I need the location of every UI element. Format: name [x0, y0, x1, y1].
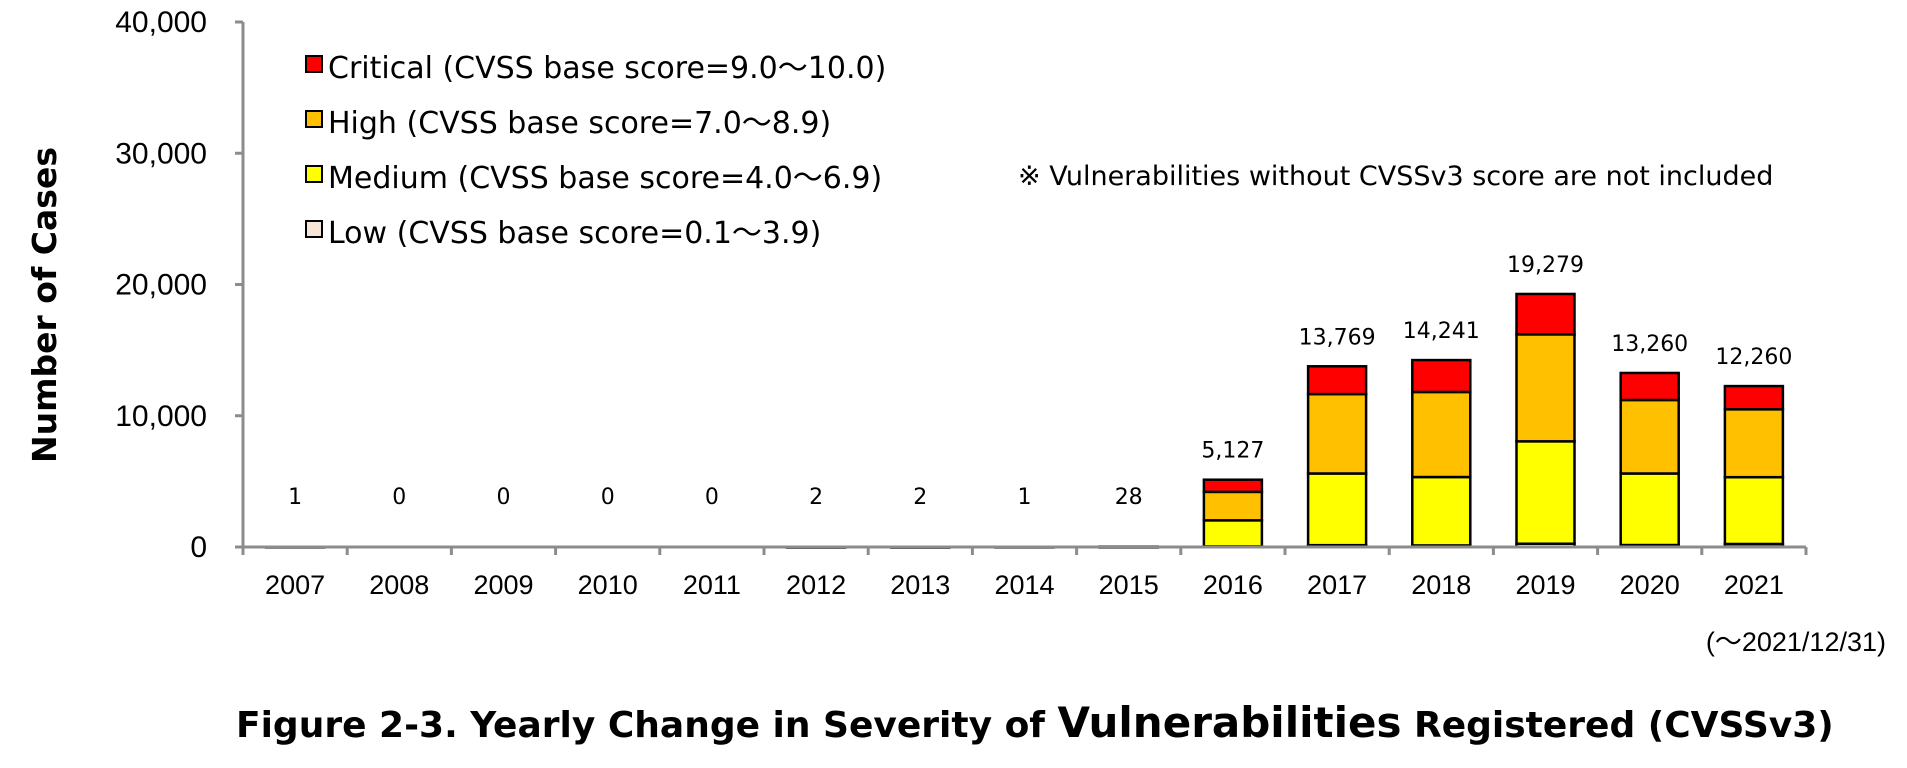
bar-segment-2017-critical	[1306, 365, 1368, 396]
x-tick-label-2008: 2008	[369, 570, 429, 600]
total-label-2012: 2	[809, 485, 823, 510]
total-label-2007: 1	[288, 485, 302, 510]
total-label-2019: 19,279	[1507, 253, 1584, 278]
x-tick-label-2018: 2018	[1411, 570, 1471, 600]
caption-part-1: Figure 2-3. Yearly Change in Severity of	[236, 705, 1058, 746]
x-tick-label-2017: 2017	[1307, 570, 1367, 600]
x-tick-label-2021: 2021	[1724, 570, 1784, 600]
bar-segment-2020-medium	[1619, 472, 1680, 547]
y-tick-label-30000: 30,000	[115, 137, 207, 170]
bar-segment-2018-medium	[1411, 475, 1472, 547]
x-tick-label-2009: 2009	[473, 570, 533, 600]
total-label-2010: 0	[601, 485, 615, 510]
total-label-2021: 12,260	[1715, 345, 1792, 370]
caption-part-2: Vulnerabilities	[1058, 698, 1402, 747]
legend: Critical (CVSS base score=9.0～10.0) High …	[305, 51, 886, 251]
legend-swatch-medium	[305, 165, 323, 183]
total-label-2014: 1	[1018, 485, 1032, 510]
labels-layer: 1 2007 0 2008 0 2009 0 2010 0 2011 2 2012 2 2013 1 2014…	[115, 6, 1792, 600]
y-tick-label-0: 0	[190, 531, 207, 564]
bar-segment-2018-critical	[1411, 358, 1472, 394]
bar-segment-2019-medium	[1515, 440, 1576, 545]
bar-segment-2017-high	[1306, 392, 1368, 475]
legend-swatch-critical	[305, 55, 323, 73]
total-label-2008: 0	[392, 485, 406, 510]
total-label-2013: 2	[913, 485, 927, 510]
bar-segment-2019-critical	[1515, 292, 1576, 336]
bar-segment-2021-high	[1723, 408, 1785, 479]
total-label-2017: 13,769	[1299, 325, 1376, 350]
total-label-2018: 14,241	[1403, 319, 1480, 344]
legend-label-high: High (CVSS base score=7.0～8.9)	[328, 106, 831, 141]
x-tick-label-2012: 2012	[786, 570, 846, 600]
date-range-note: (～2021/12/31)	[1706, 627, 1886, 657]
total-label-2011: 0	[705, 485, 719, 510]
y-axis-label: Number of Cases	[25, 147, 64, 463]
bar-segment-2020-critical	[1619, 371, 1680, 402]
y-tick-label-10000: 10,000	[115, 400, 207, 433]
x-tick-label-2010: 2010	[578, 570, 638, 600]
legend-label-critical: Critical (CVSS base score=9.0～10.0)	[328, 51, 886, 86]
exclusion-note: ※ Vulnerabilities without CVSSv3 score a…	[1018, 161, 1773, 192]
x-tick-label-2013: 2013	[890, 570, 950, 600]
x-tick-label-2007: 2007	[265, 570, 325, 600]
y-tick-label-40000: 40,000	[115, 6, 207, 39]
x-tick-label-2015: 2015	[1099, 570, 1159, 600]
bar-segment-2016-critical	[1202, 478, 1264, 494]
total-label-2016: 5,127	[1201, 439, 1264, 464]
legend-swatch-low	[305, 220, 323, 238]
total-label-2015: 28	[1115, 485, 1143, 510]
bar-segment-2018-high	[1411, 390, 1472, 479]
total-label-2009: 0	[497, 485, 511, 510]
legend-label-low: Low (CVSS base score=0.1～3.9)	[328, 216, 821, 251]
total-label-2020: 13,260	[1611, 332, 1688, 357]
x-tick-label-2014: 2014	[994, 570, 1054, 600]
bar-segment-2021-medium	[1723, 475, 1785, 546]
y-tick-label-20000: 20,000	[115, 269, 207, 302]
legend-swatch-high	[305, 110, 323, 128]
figure-caption: Figure 2-3. Yearly Change in Severity of…	[236, 698, 1834, 747]
bar-segment-2021-critical	[1723, 384, 1785, 411]
bar-segment-2019-high	[1515, 333, 1576, 443]
bar-segment-2017-medium	[1306, 472, 1368, 547]
bar-segment-2016-medium	[1202, 519, 1264, 548]
legend-label-medium: Medium (CVSS base score=4.0～6.9)	[328, 161, 882, 196]
x-tick-label-2019: 2019	[1515, 570, 1575, 600]
bar-segment-2020-high	[1619, 398, 1680, 475]
axes-layer	[235, 20, 1808, 555]
caption-part-3: Registered (CVSSv3)	[1401, 705, 1833, 746]
x-tick-label-2016: 2016	[1203, 570, 1263, 600]
x-tick-label-2020: 2020	[1620, 570, 1680, 600]
bar-segment-2016-high	[1202, 490, 1264, 522]
x-tick-label-2011: 2011	[683, 570, 741, 600]
